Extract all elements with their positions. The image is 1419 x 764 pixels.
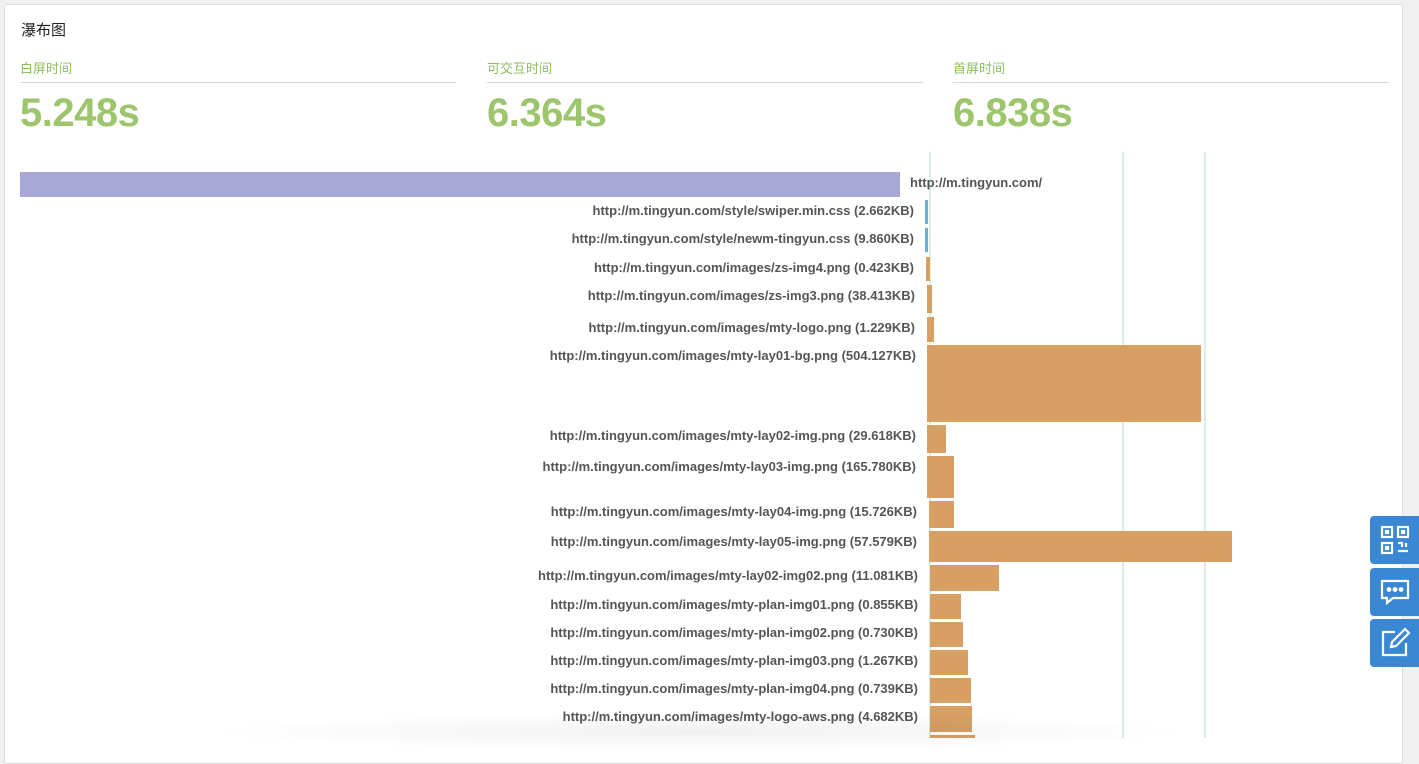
metric-value: 5.248s xyxy=(20,91,140,135)
metric-label: 白屏时间 xyxy=(20,58,456,83)
feedback-button[interactable] xyxy=(1370,619,1419,667)
chat-button[interactable] xyxy=(1370,568,1419,616)
metric-first-paint: 白屏时间 5.248s xyxy=(20,58,456,136)
chat-bubble-icon xyxy=(1380,579,1409,606)
metric-value: 6.364s xyxy=(487,91,607,135)
metric-interactive: 可交互时间 6.364s xyxy=(487,58,923,136)
metric-value: 6.838s xyxy=(953,91,1073,135)
metric-label: 首屏时间 xyxy=(953,58,1389,83)
edit-icon xyxy=(1381,627,1411,657)
metric-label: 可交互时间 xyxy=(487,58,923,83)
panel-title: 瀑布图 xyxy=(21,21,67,39)
qr-code-button[interactable] xyxy=(1370,516,1419,564)
qr-code-icon xyxy=(1380,525,1409,555)
metric-first-screen: 首屏时间 6.838s xyxy=(953,58,1389,136)
